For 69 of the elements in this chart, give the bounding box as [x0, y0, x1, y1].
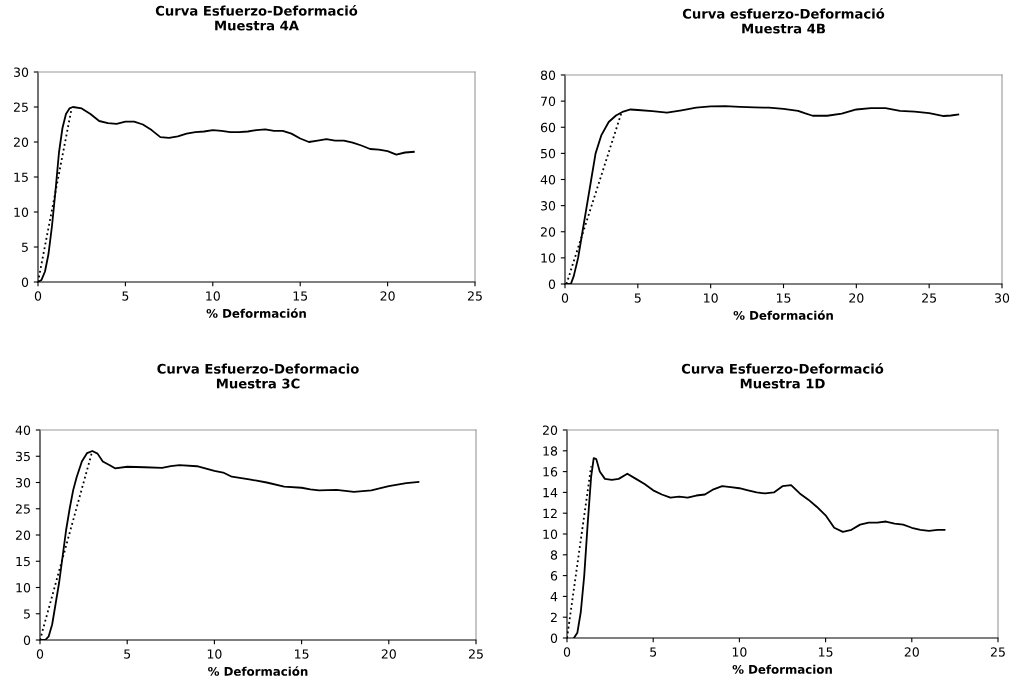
y-tick-label: 16	[543, 467, 558, 477]
y-tick-label: 10	[16, 582, 31, 593]
y-tick-label: 20	[540, 227, 556, 237]
x-tick-label: 10	[206, 291, 220, 301]
y-tick-label: 10	[14, 207, 29, 217]
y-tick-label: 25	[15, 504, 30, 514]
x-tick-label: 0	[561, 293, 569, 303]
y-tick-label: 0	[550, 633, 558, 643]
y-tick-label: 15	[16, 556, 30, 567]
y-tick-label: 20	[13, 137, 29, 147]
y-tick-label: 30	[14, 67, 29, 77]
y-tick-label: 30	[541, 201, 556, 211]
x-tick-label: 30	[995, 293, 1010, 303]
x-tick-label: 20	[849, 293, 864, 303]
x-tick-label: 5	[122, 291, 129, 301]
y-tick-label: 5	[21, 242, 28, 252]
x-tick-label: 15	[776, 293, 791, 303]
chart-title: Curva Esfuerzo-Deformació Muestra 1D	[681, 363, 884, 389]
y-tick-label: 8	[550, 550, 558, 560]
x-tick-label: 25	[467, 291, 482, 301]
x-tick-label: 15	[295, 649, 309, 659]
y-tick-label: 6	[550, 571, 558, 581]
chart-title: Curva Esfuerzo-Deformacio Muestra 3C	[157, 363, 359, 389]
x-tick-label: 20	[381, 649, 396, 659]
y-tick-label: 50	[541, 148, 556, 159]
y-tick-label: 35	[16, 451, 30, 462]
x-tick-label: 10	[207, 649, 222, 659]
x-tick-label: 20	[380, 291, 395, 301]
x-axis-title: % Deformacion	[732, 664, 832, 674]
chart-title: Curva Esfuerzo-Deformació Muestra 4A	[155, 5, 358, 31]
y-tick-label: 70	[541, 96, 556, 107]
y-tick-label: 2	[550, 612, 557, 622]
x-tick-label: 0	[563, 647, 571, 657]
y-tick-label: 25	[13, 102, 28, 112]
x-tick-label: 0	[36, 649, 44, 659]
y-tick-label: 60	[540, 122, 556, 133]
y-tick-label: 0	[23, 635, 31, 645]
y-tick-label: 14	[543, 488, 558, 498]
x-tick-label: 0	[34, 291, 42, 301]
x-tick-label: 20	[904, 647, 919, 657]
x-tick-label: 25	[922, 293, 937, 303]
x-tick-label: 25	[990, 647, 1005, 657]
x-tick-label: 25	[468, 649, 483, 659]
y-tick-label: 15	[14, 172, 28, 182]
y-tick-label: 10	[541, 253, 556, 263]
y-tick-label: 0	[548, 279, 556, 289]
y-tick-label: 30	[16, 477, 31, 488]
y-tick-label: 10	[543, 529, 558, 539]
x-axis-title: % Deformación	[208, 666, 308, 676]
y-tick-label: 4	[550, 592, 558, 602]
x-tick-label: 5	[124, 649, 131, 659]
x-axis-title: % Deformación	[206, 308, 306, 318]
y-tick-label: 20	[542, 425, 558, 435]
y-tick-label: 18	[543, 446, 558, 456]
x-tick-label: 5	[650, 647, 657, 657]
x-axis-title: % Deformación	[733, 310, 833, 320]
y-tick-label: 40	[540, 174, 556, 185]
x-tick-label: 10	[732, 647, 747, 657]
y-tick-label: 80	[540, 70, 556, 80]
chart-title: Curva esfuerzo-Deformació Muestra 4B	[682, 8, 885, 34]
y-tick-label: 0	[21, 277, 29, 287]
x-tick-label: 5	[634, 293, 641, 303]
y-tick-label: 40	[15, 425, 31, 435]
y-tick-label: 5	[23, 609, 30, 619]
x-tick-label: 15	[819, 647, 833, 657]
y-tick-label: 12	[543, 508, 557, 518]
x-tick-label: 15	[293, 291, 308, 301]
x-tick-label: 10	[704, 293, 718, 303]
y-tick-label: 20	[15, 530, 31, 540]
